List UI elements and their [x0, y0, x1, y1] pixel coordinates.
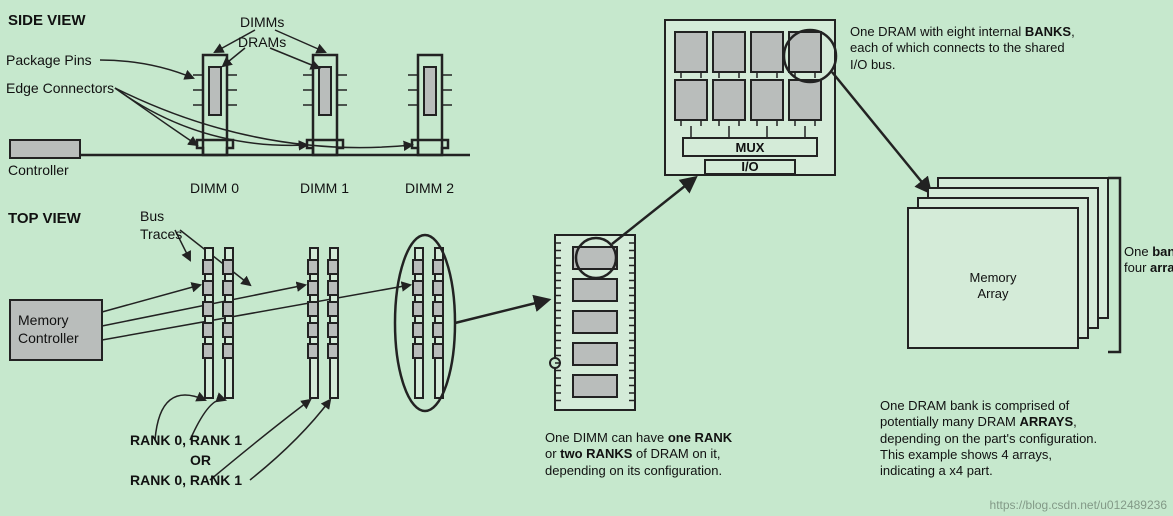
bus-trace-3: [102, 285, 410, 340]
dimm0-label: DIMM 0: [190, 180, 239, 198]
bus-traces-label: Bus Traces: [140, 208, 182, 243]
dimm1-label: DIMM 1: [300, 180, 349, 198]
controller-label: Controller: [8, 162, 69, 180]
mux-label: MUX: [736, 140, 765, 155]
memory-array-stack: [908, 178, 1108, 348]
edge-connectors-label: Edge Connectors: [6, 80, 114, 98]
array-bracket: [1108, 178, 1120, 352]
memory-controller-label: Memory Controller: [18, 312, 79, 347]
dimm2-label: DIMM 2: [405, 180, 454, 198]
dram-banks-caption: One DRAM with eight internal BANKS, each…: [850, 24, 1160, 73]
io-label: I/O: [741, 159, 758, 174]
dimm2-highlight-ellipse: [395, 235, 455, 411]
bus-trace-1: [102, 285, 200, 312]
memory-array-label-2: Array: [977, 286, 1009, 301]
watermark: https://blog.csdn.net/u012489236: [990, 498, 1167, 512]
memory-array-label-1: Memory: [970, 270, 1017, 285]
leader-bus-traces-2: [180, 230, 250, 285]
bracket-caption: One bank, four arrays: [1124, 244, 1173, 277]
package-pins-label: Package Pins: [6, 52, 92, 70]
dram-banks-panel: MUX I/O: [665, 20, 836, 175]
dimm-detail-caption: One DIMM can have one RANK or two RANKS …: [545, 430, 785, 479]
rank-or: OR: [190, 452, 211, 470]
dimm-detail: [550, 235, 635, 410]
leader-edge-3: [115, 88, 412, 148]
dimms-label: DIMMs: [240, 14, 284, 32]
side-view-heading: SIDE VIEW: [8, 12, 86, 31]
rank-line-2: RANK 0, RANK 1: [130, 472, 242, 490]
leader-package-pins: [100, 60, 193, 78]
top-view-heading: TOP VIEW: [8, 210, 81, 229]
arrow-detail-to-banks: [612, 178, 695, 244]
memory-array-caption: One DRAM bank is comprised of potentiall…: [880, 398, 1170, 479]
drams-label: DRAMs: [238, 34, 286, 52]
leader-rank1-b: [250, 400, 330, 480]
arrow-banks-to-array: [832, 72, 930, 192]
side-dimm-1: [303, 55, 347, 155]
arrow-dimm-to-detail: [455, 300, 548, 323]
rank-line-1: RANK 0, RANK 1: [130, 432, 242, 450]
controller-box: [10, 140, 80, 158]
side-dimm-2: [408, 55, 452, 155]
